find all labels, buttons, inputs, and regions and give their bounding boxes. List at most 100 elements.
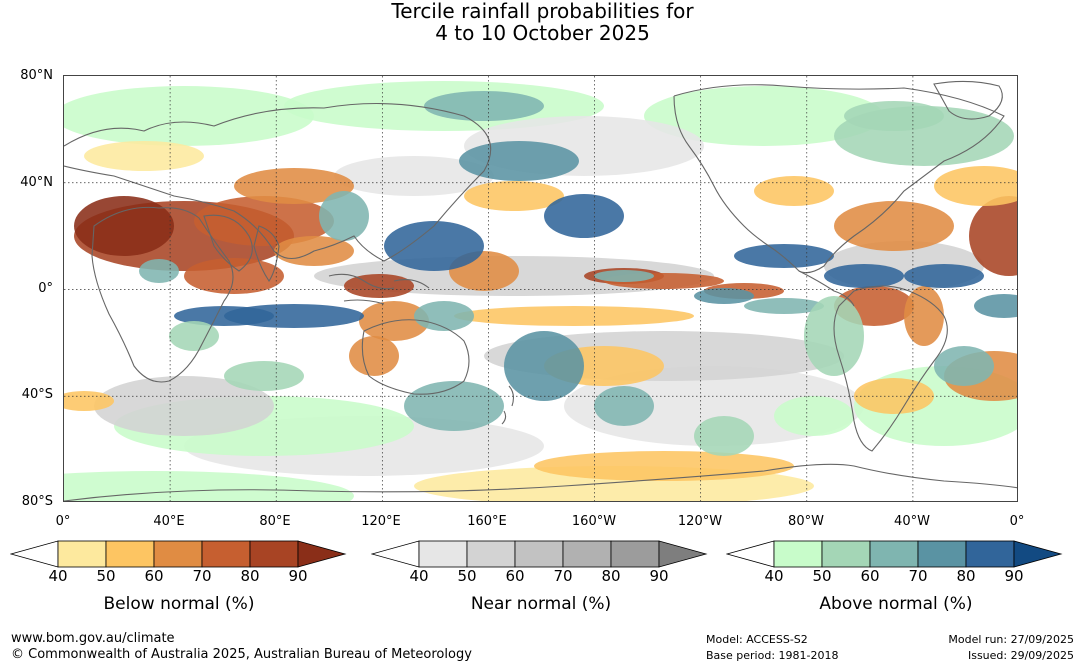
colorbar-tick-label: 80 [601,567,621,585]
footer-url: www.bom.gov.au/climate [11,631,175,646]
colorbar-segment [514,540,564,568]
lat-label-80n: 80°N [20,68,53,83]
coastline-central-america [798,270,855,307]
coastline-greenland [933,80,1003,120]
probability-region [754,176,834,206]
lat-label-40n: 40°N [20,175,53,190]
coastline-new-zealand [501,385,515,425]
lon-label-160w: 160°W [571,514,617,529]
lon-label-0-east: 0° [1009,514,1025,529]
colorbar-tick-label: 90 [1004,567,1024,585]
lon-label-40e: 40°E [153,514,185,529]
lon-label-120w: 120°W [677,514,723,529]
footer-model: Model: ACCESS-S2 [706,633,808,646]
colorbar-title-below-normal: Below normal (%) [103,594,255,614]
lon-label-120e: 120°E [361,514,401,529]
colorbar-tick-label: 70 [908,567,928,585]
coastline-eurasia [64,103,492,262]
probability-region [334,156,494,196]
probability-region [534,451,794,481]
colorbar-tick-label: 50 [812,567,832,585]
probability-region [734,244,834,268]
colorbar-above-normal [726,540,1063,568]
colorbar-near-normal [371,540,708,568]
probability-region [139,259,179,283]
coastline-south-america [833,285,948,452]
colorbar-tick-label: 50 [457,567,477,585]
colorbar-tick-label: 60 [505,567,525,585]
lon-label-80w: 80°W [788,514,824,529]
lat-label-80s: 80°S [21,494,53,509]
probability-region [169,321,219,351]
probability-region [184,258,284,294]
graticule [64,76,1017,501]
colorbar-below-normal [10,540,347,568]
probability-region [64,86,314,146]
probability-region [824,264,904,288]
colorbar-title-near-normal: Near normal (%) [470,594,612,614]
colorbar-segment [153,540,203,568]
probability-region [234,168,354,204]
probability-region [934,346,994,386]
map-canvas [64,76,1017,501]
colorbar-tick-label: 60 [860,567,880,585]
lon-label-160e: 160°E [467,514,507,529]
colorbar-tick-label: 70 [192,567,212,585]
colorbar-segment-high [658,540,708,568]
probability-region [319,191,369,241]
colorbar-segment [773,540,823,568]
colorbar-segment [965,540,1015,568]
probability-region [694,288,754,304]
probability-region [349,336,399,376]
colorbar-segment [57,540,107,568]
probability-region [969,196,1017,276]
lon-label-40w: 40°W [894,514,930,529]
probability-region [459,141,579,181]
probability-region [224,361,304,391]
colorbar-tick-label: 40 [409,567,429,585]
colorbar-segment-low [371,540,420,568]
probability-region [464,181,564,211]
coastline-australia [361,319,470,395]
probability-region [64,471,354,501]
colorbar-tick-label: 80 [956,567,976,585]
colorbar-tick-label: 80 [240,567,260,585]
probability-fields [64,81,1017,501]
colorbar-segment-high [297,540,347,568]
lat-label-40s: 40°S [21,387,53,402]
coastline-africa [91,206,234,383]
coastline-arabia [203,214,253,272]
colorbar-segment [821,540,871,568]
colorbar-segment-low [726,540,775,568]
colorbar-tick-label: 40 [48,567,68,585]
probability-region [454,306,694,326]
colorbar-tick-label: 60 [144,567,164,585]
probability-region [94,376,274,436]
probability-region [834,201,954,251]
lon-label-0: 0° [55,514,71,529]
probability-region [934,166,1017,206]
probability-region [344,274,414,298]
map-title-line1: Tercile rainfall probabilities for [391,0,694,23]
probability-region [424,91,544,121]
coastline-india [253,225,280,282]
probability-region [174,306,274,326]
probability-region [384,221,484,271]
colorbar-segment-high [1013,540,1063,568]
lon-label-80e: 80°E [259,514,291,529]
probability-region [844,101,944,131]
probability-region [854,378,934,414]
probability-region [404,381,504,431]
footer-issued: Issued: 29/09/2025 [967,649,1074,662]
probability-region [644,86,884,146]
probability-region [504,331,584,401]
footer-base-period: Base period: 1981-2018 [706,649,839,662]
footer-copyright: © Commonwealth of Australia 2025, Austra… [11,647,472,662]
probability-region [74,196,174,256]
colorbar-segment [201,540,251,568]
colorbar-segment [562,540,612,568]
colorbar-segment [418,540,468,568]
colorbar-segment [610,540,660,568]
colorbar-segment [249,540,299,568]
probability-region [744,298,824,314]
